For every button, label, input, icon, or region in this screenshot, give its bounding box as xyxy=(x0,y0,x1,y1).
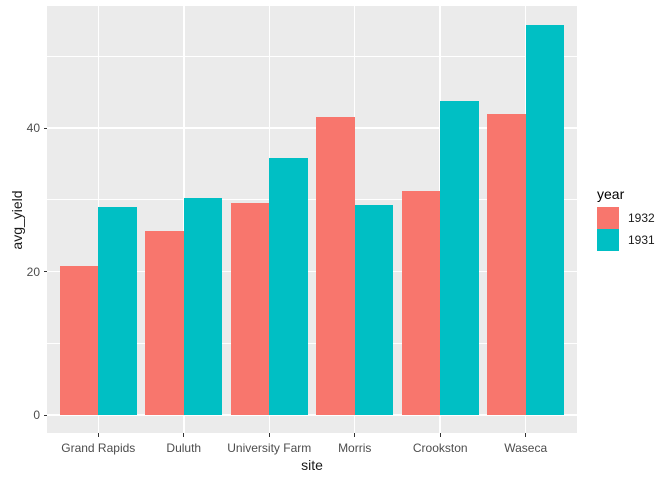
x-tick-mark xyxy=(268,433,270,437)
legend: year 1932 1931 xyxy=(597,186,655,251)
x-tick-mark xyxy=(183,433,185,437)
legend-label: 1932 xyxy=(628,211,655,225)
bar xyxy=(487,114,526,416)
bar xyxy=(316,117,355,416)
x-tick-mark xyxy=(354,433,356,437)
plot-panel xyxy=(47,6,577,433)
legend-key-swatch xyxy=(597,207,619,229)
bar xyxy=(145,230,184,416)
legend-items: 1932 1931 xyxy=(597,207,655,251)
x-tick-label: Grand Rapids xyxy=(61,441,136,455)
gridline-major xyxy=(47,127,577,129)
x-tick-label: Waseca xyxy=(504,441,548,455)
x-tick-label: Duluth xyxy=(166,441,202,455)
legend-item: 1931 xyxy=(597,229,655,251)
y-tick-mark xyxy=(43,271,47,273)
y-tick-mark xyxy=(43,127,47,129)
x-tick-mark xyxy=(439,433,441,437)
legend-title: year xyxy=(597,186,625,202)
bar xyxy=(230,203,270,416)
bar xyxy=(269,158,308,416)
x-tick-label: Morris xyxy=(338,441,372,455)
y-axis-title: avg_yield xyxy=(9,189,25,250)
bar xyxy=(401,191,441,416)
gridline-minor xyxy=(47,199,577,201)
bar xyxy=(98,206,137,416)
x-tick-label: Crookston xyxy=(412,441,468,455)
gridline-minor xyxy=(47,342,577,344)
bar xyxy=(354,204,394,416)
legend-label: 1931 xyxy=(628,233,655,247)
bar xyxy=(183,197,223,416)
legend-key-swatch xyxy=(597,229,619,251)
y-tick-label: 0 xyxy=(33,408,40,423)
x-tick-mark xyxy=(525,433,527,437)
bar xyxy=(440,101,479,416)
bar xyxy=(59,265,99,416)
gridline-minor xyxy=(47,55,577,57)
y-tick-label: 40 xyxy=(26,121,40,135)
x-tick-label: University Farm xyxy=(227,441,312,455)
legend-item: 1932 xyxy=(597,207,655,229)
x-tick-mark xyxy=(97,433,99,437)
bar xyxy=(525,25,565,416)
gridline-major xyxy=(47,414,577,416)
y-tick-mark xyxy=(43,414,47,416)
x-axis-title: site xyxy=(301,457,323,473)
y-tick-label: 20 xyxy=(26,264,40,279)
gridline-major xyxy=(47,270,577,273)
